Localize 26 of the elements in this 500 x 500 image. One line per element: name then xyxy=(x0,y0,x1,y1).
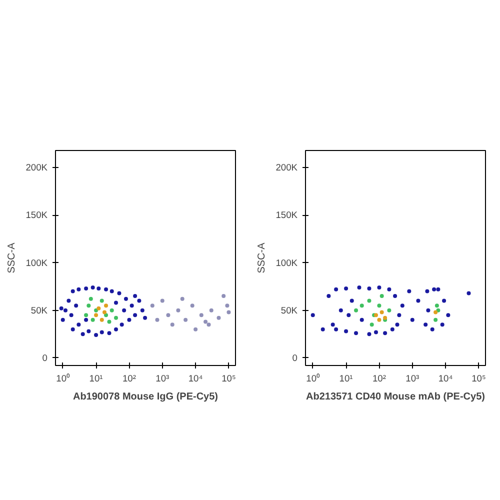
x-tick-label: 10⁰ xyxy=(56,374,71,384)
x-tick-label: 10¹ xyxy=(339,374,353,384)
x-tick-label: 10³ xyxy=(156,374,170,384)
x-tick-label: 10³ xyxy=(406,374,420,384)
x-axis-title: Ab190078 Mouse IgG (PE-Cy5) xyxy=(72,392,218,402)
x-axis-title: Ab213571 CD40 Mouse mAb (PE-Cy5) xyxy=(306,392,485,402)
x-tick-label: 10² xyxy=(122,374,136,384)
y-tick-label: 150K xyxy=(276,210,298,220)
x-tick-label: 10⁵ xyxy=(472,374,486,384)
y-axis-title: SSC-A xyxy=(256,242,268,274)
x-tick-label: 10⁵ xyxy=(222,374,236,384)
y-axis-title: SSC-A xyxy=(6,242,18,274)
x-tick-label: 10⁴ xyxy=(188,374,203,384)
y-tick-label: 100K xyxy=(26,258,48,268)
y-tick-label: 200K xyxy=(26,162,48,173)
y-tick-label: 200K xyxy=(276,162,298,173)
x-tick-label: 10² xyxy=(372,374,386,384)
y-tick-label: 50K xyxy=(30,305,48,316)
y-tick-label: 0 xyxy=(292,352,298,363)
y-tick-label: 0 xyxy=(42,352,48,363)
y-tick-label: 150K xyxy=(26,210,48,220)
x-tick-label: 10⁴ xyxy=(438,374,453,384)
x-tick-label: 10¹ xyxy=(89,374,103,384)
x-tick-label: 10⁰ xyxy=(306,374,321,384)
y-tick-label: 50K xyxy=(280,305,298,316)
y-tick-label: 100K xyxy=(276,258,298,268)
